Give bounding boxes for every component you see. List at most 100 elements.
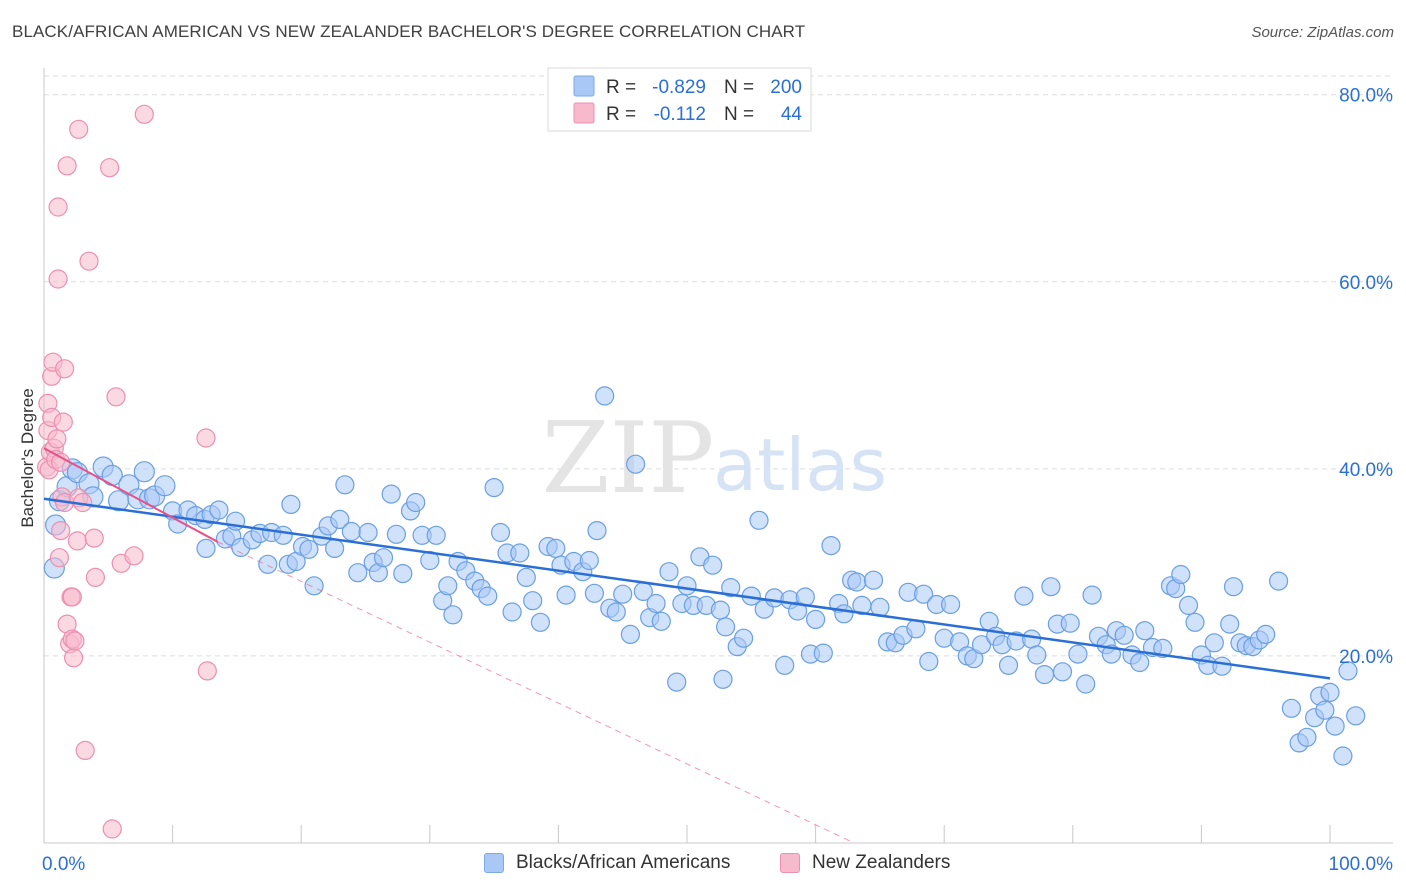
point-blacks [1068,644,1088,664]
legend-bottom: Blacks/African Americans New Zealanders [0,852,1406,878]
point-blacks [484,478,504,498]
point-newzealanders [75,740,95,761]
point-newzealanders [48,197,68,217]
trend-line-blacks [43,497,1331,680]
point-blacks [406,492,426,513]
point-blacks [1315,700,1335,720]
point-blacks [1014,586,1034,606]
legend-swatch-blacks [484,853,504,873]
point-blacks [721,577,741,598]
point-blacks [1338,661,1358,681]
point-blacks [940,594,961,615]
stats-n-label: N = [724,104,754,125]
point-blacks [919,651,939,672]
point-newzealanders [197,661,217,681]
stats-r-value: -0.112 [654,104,706,125]
trend-lines [43,447,1331,844]
point-blacks [834,604,854,624]
point-blacks [1212,656,1232,676]
point-newzealanders [65,631,85,651]
point-newzealanders [84,528,104,548]
point-blacks [1223,577,1244,597]
y-tick-label: 80.0% [1339,86,1393,107]
point-blacks [1256,624,1276,645]
point-blacks [1060,613,1080,633]
point-newzealanders [79,251,99,271]
point-newzealanders [67,531,88,551]
point-blacks [325,538,345,559]
point-newzealanders [99,158,120,178]
point-blacks [998,655,1019,675]
trend-line-newzealanders [43,447,219,543]
point-blacks [1076,674,1096,694]
point-blacks [595,386,615,406]
point-blacks [393,563,413,584]
point-blacks [913,584,934,604]
point-blacks [478,586,498,606]
point-blacks [1185,612,1205,632]
y-tick-label: 20.0% [1339,647,1393,668]
point-blacks [863,570,884,590]
stats-legend: R = -0.829 N = 200 R = -0.112 N = 44 [547,67,812,132]
series-newzealanders-points [36,104,217,839]
point-newzealanders [196,428,216,448]
point-blacks [713,669,733,689]
point-blacks [556,585,576,605]
point-blacks [1153,638,1173,659]
point-blacks [438,576,458,596]
point-blacks [1171,564,1191,585]
point-blacks [502,602,522,622]
point-blacks [1281,698,1302,718]
point-blacks [335,475,355,495]
stats-swatch-blacks [573,75,595,97]
point-blacks [546,538,566,559]
point-blacks [703,555,723,575]
point-blacks [847,572,867,592]
point-blacks [281,494,301,514]
point-blacks [1114,625,1134,645]
point-blacks [341,521,361,542]
point-blacks [584,583,605,603]
point-newzealanders [63,648,84,668]
point-blacks [154,475,176,497]
stats-r-value: -0.829 [652,77,706,98]
source-label: Source: ZipAtlas.com [1251,24,1394,41]
point-blacks [1320,682,1340,703]
point-blacks [299,539,319,559]
point-blacks [1297,727,1317,747]
point-blacks [749,510,769,530]
point-blacks [1333,746,1353,766]
point-blacks [606,602,626,622]
point-newzealanders [54,359,75,379]
point-blacks [209,500,229,520]
point-newzealanders [49,548,70,568]
trend-extension-newzealanders [217,541,855,844]
point-blacks [1220,614,1240,634]
point-blacks [971,635,992,655]
legend-item-blacks[interactable]: Blacks/African Americans [484,852,730,874]
stats-n-label: N = [724,77,754,98]
point-newzealanders [57,156,77,176]
point-blacks [1034,664,1055,685]
point-blacks [667,672,687,692]
point-newzealanders [51,520,71,541]
legend-item-newzealanders[interactable]: New Zealanders [780,852,950,874]
point-blacks [330,509,350,530]
point-blacks [715,617,736,637]
point-blacks [443,605,463,625]
point-blacks [733,628,754,648]
y-tick-labels: 20.0% 40.0% 60.0% 80.0% [1339,86,1393,668]
point-newzealanders [51,452,71,472]
point-blacks [426,525,446,545]
point-blacks [587,520,607,541]
point-blacks [775,655,795,675]
point-blacks [677,576,697,596]
point-blacks [530,612,551,632]
watermark: ZIP atlas [542,402,887,516]
legend-swatch-newzealanders [780,853,800,873]
x-tick-labels: 0.0% 100.0% [42,854,1393,875]
x-tick-label: 0.0% [42,854,85,875]
point-blacks [1325,716,1345,736]
point-blacks [304,576,324,596]
